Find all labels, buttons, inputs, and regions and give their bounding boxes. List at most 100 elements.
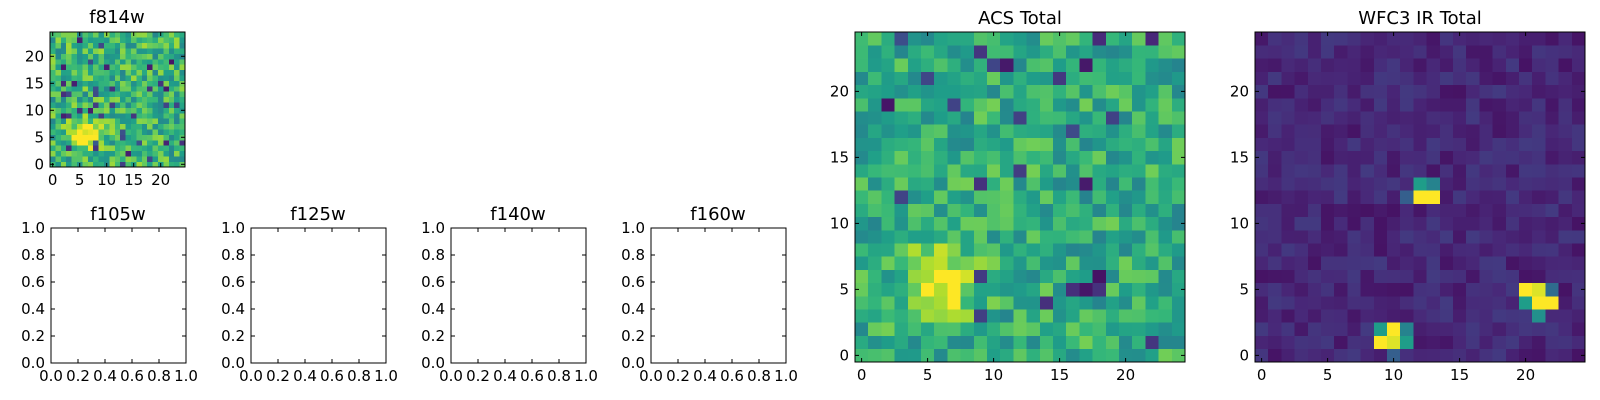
heatmap-cell	[66, 107, 72, 114]
heatmap-cell	[141, 37, 148, 44]
heatmap-cell	[1571, 296, 1586, 310]
heatmap-cell	[1039, 190, 1054, 204]
heatmap-cell	[1079, 296, 1093, 310]
heatmap-cell	[55, 150, 62, 157]
heatmap-cell	[1013, 322, 1027, 336]
heatmap-cell	[987, 164, 1001, 178]
heatmap-cell	[60, 129, 67, 135]
heatmap-cell	[1439, 98, 1454, 112]
heatmap-cell	[1255, 190, 1269, 204]
heatmap-cell	[1360, 282, 1375, 297]
heatmap-cell	[1439, 84, 1454, 99]
heatmap-cell	[104, 37, 110, 44]
heatmap-cell	[1479, 335, 1493, 350]
heatmap-cell	[163, 59, 170, 65]
heatmap-cell	[82, 75, 89, 81]
heatmap-cell	[934, 98, 948, 112]
heatmap-cell	[93, 42, 99, 49]
heatmap-cell	[1281, 137, 1295, 152]
heatmap-cell	[1013, 71, 1027, 86]
heatmap-cell	[907, 84, 922, 99]
heatmap-cell	[1158, 71, 1173, 86]
heatmap-cell	[179, 150, 186, 157]
heatmap-cell	[1294, 45, 1309, 59]
heatmap-cell	[141, 53, 148, 60]
heatmap-cell	[1373, 137, 1388, 152]
heatmap-cell	[1321, 190, 1335, 204]
x-tick-label: 20	[151, 171, 170, 189]
heatmap-cell	[973, 335, 988, 350]
heatmap-cell	[1373, 164, 1388, 178]
y-tick-label: 10	[830, 214, 849, 232]
heatmap-cell	[1413, 269, 1427, 284]
heatmap-cell	[55, 156, 62, 162]
heatmap-cell	[960, 111, 975, 125]
heatmap-cell	[1347, 203, 1361, 218]
heatmap-cell	[1400, 216, 1414, 231]
heatmap-cell	[109, 86, 116, 92]
heatmap-cell	[98, 96, 105, 103]
heatmap-cell	[934, 137, 948, 152]
heatmap-cell	[947, 177, 961, 191]
heatmap-cell	[1360, 32, 1375, 46]
x-tick-label: 0.8	[347, 367, 371, 385]
heatmap-cell	[1171, 111, 1186, 125]
heatmap-cell	[77, 123, 83, 130]
heatmap-cell	[98, 161, 105, 168]
heatmap-cell	[1571, 203, 1586, 218]
heatmap-cell	[141, 32, 148, 38]
heatmap-cell	[1505, 335, 1520, 350]
heatmap-cell	[174, 118, 180, 125]
heatmap-cell	[147, 32, 153, 38]
heatmap-cell	[1545, 98, 1559, 112]
heatmap-cell	[55, 118, 62, 125]
x-tick-label: 0.2	[466, 367, 490, 385]
heatmap-cell	[947, 150, 961, 165]
heatmap-cell	[1479, 111, 1493, 125]
heatmap-cell	[77, 134, 83, 141]
heatmap-cell	[120, 107, 126, 114]
heatmap-cell	[104, 156, 110, 162]
heatmap-cell	[163, 123, 170, 130]
heatmap-cell	[82, 134, 89, 141]
heatmap-cell	[1079, 243, 1093, 257]
heatmap-cell	[1066, 45, 1080, 59]
heatmap-cell	[109, 161, 116, 168]
heatmap-cell	[158, 64, 164, 71]
heatmap-cell	[1387, 137, 1401, 152]
heatmap-cell	[1145, 84, 1159, 99]
heatmap-cell	[987, 296, 1001, 310]
heatmap-cell	[71, 123, 78, 130]
heatmap-cell	[960, 348, 975, 363]
x-tick-label: 10	[1384, 366, 1403, 384]
heatmap-cell	[1347, 256, 1361, 270]
heatmap-cell	[921, 216, 935, 231]
heatmap-cell	[1453, 216, 1467, 231]
heatmap-cell	[1307, 190, 1322, 204]
heatmap-cell	[77, 150, 83, 157]
x-tick-label: 0.6	[520, 367, 544, 385]
heatmap-cell	[1026, 230, 1041, 244]
heatmap-cell	[1545, 230, 1559, 244]
panel-title-acs-total: ACS Total	[978, 8, 1062, 29]
heatmap-cell	[87, 53, 94, 60]
heatmap-cell	[987, 203, 1001, 218]
heatmap-cell	[1373, 203, 1388, 218]
heatmap-cell	[1466, 269, 1480, 284]
heatmap-cell	[136, 91, 143, 98]
heatmap-cell	[1092, 309, 1107, 323]
heatmap-cell	[141, 69, 148, 76]
heatmap-cell	[1558, 348, 1573, 363]
heatmap-cell	[1105, 243, 1120, 257]
heatmap-cell	[1479, 348, 1493, 363]
heatmap-cell	[114, 102, 121, 108]
heatmap-cell	[109, 91, 116, 98]
heatmap-cell	[1307, 164, 1322, 178]
heatmap-cell	[1453, 335, 1467, 350]
heatmap-cell	[1013, 309, 1027, 323]
heatmap-cell	[131, 64, 137, 71]
heatmap-cell	[1321, 164, 1335, 178]
heatmap-cell	[1387, 335, 1401, 350]
heatmap-cell	[147, 91, 153, 98]
